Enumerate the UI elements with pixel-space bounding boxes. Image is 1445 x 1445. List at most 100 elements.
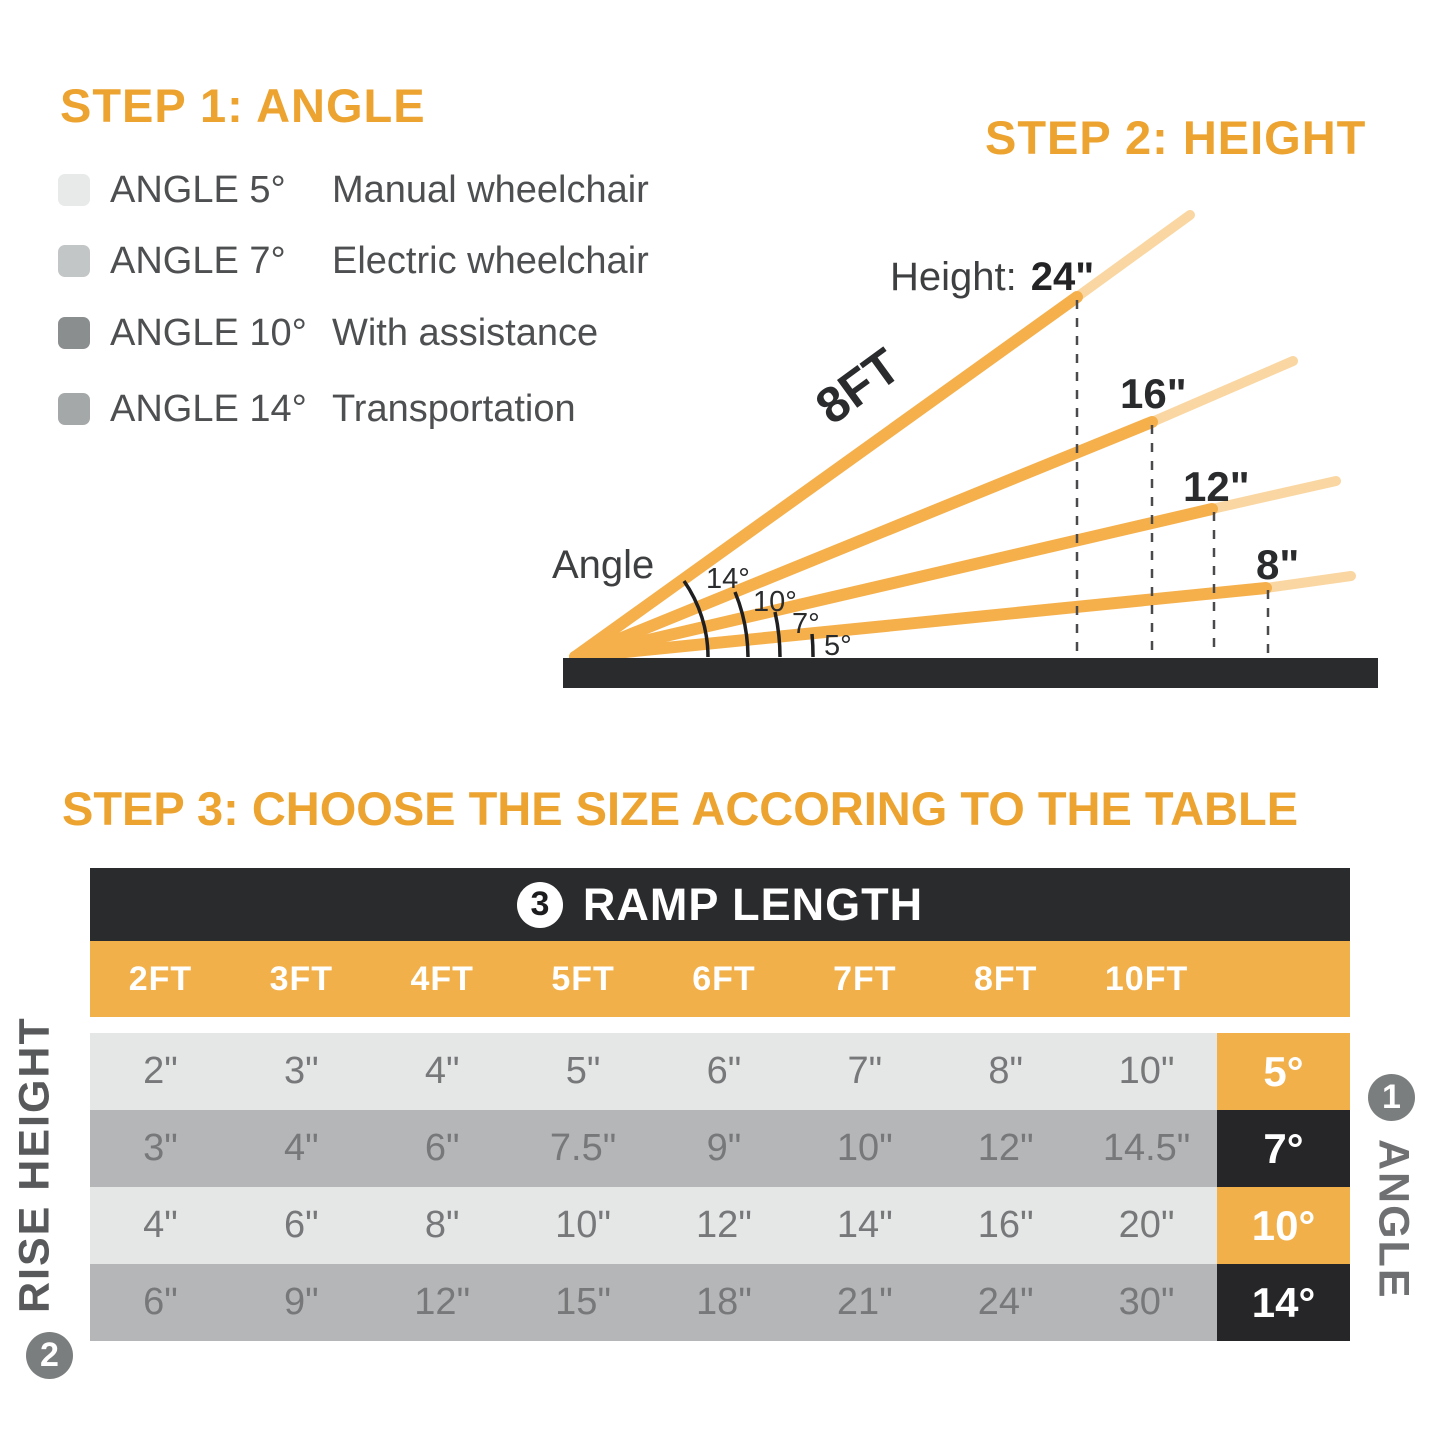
cell-7deg-2ft: 3" <box>143 1127 178 1169</box>
cell-5deg-4ft: 4" <box>424 1050 460 1092</box>
angle-label: Angle <box>552 543 654 587</box>
legend-item-angle-7: ANGLE 7° Electric wheelchair <box>58 240 649 282</box>
col-header-3ft: 3FT <box>269 959 334 998</box>
height-8-value: 8" <box>1256 541 1299 588</box>
angle-10-desc: With assistance <box>332 311 599 354</box>
col-header-5ft: 5FT <box>551 959 615 998</box>
ramp-line-14deg <box>569 291 1083 663</box>
cell-7deg-7ft: 10" <box>836 1127 893 1169</box>
cell-10deg-5ft: 10" <box>555 1204 611 1246</box>
angle-5-swatch <box>58 174 90 206</box>
ramp-line-5deg <box>569 582 1272 663</box>
step3-title: STEP 3: CHOOSE THE SIZE ACCORING TO THE … <box>62 782 1299 835</box>
arc-label-7: 7° <box>792 608 820 640</box>
arc-5deg <box>810 633 815 658</box>
col-header-10ft: 10FT <box>1104 959 1189 998</box>
angle-axis-label: ANGLE <box>1369 1138 1418 1300</box>
angle-7-label: ANGLE 7° <box>110 239 286 282</box>
cell-5deg-2ft: 2" <box>143 1050 178 1092</box>
cell-5deg-8ft: 8" <box>988 1050 1023 1092</box>
cell-10deg-7ft: 14" <box>836 1204 893 1246</box>
legend-item-angle-14: ANGLE 14° Transportation <box>58 388 576 430</box>
cell-14deg-7ft: 21" <box>836 1281 893 1323</box>
angle-14-swatch <box>58 393 90 425</box>
cell-14deg-6ft: 18" <box>696 1281 752 1323</box>
angle-10-label: ANGLE 10° <box>110 311 307 354</box>
cell-5deg-6ft: 6" <box>706 1050 742 1092</box>
height-12-value: 12" <box>1183 463 1250 510</box>
cell-7deg-4ft: 6" <box>424 1127 460 1169</box>
arc-10deg <box>733 591 750 658</box>
height-label: Height: 24" <box>890 255 1094 299</box>
table-header-bar: 3 RAMP LENGTH <box>90 868 1350 941</box>
table-row-7deg: 3" 4" 6" 7.5" 9" 10" 12" 14.5" 7° <box>90 1110 1350 1187</box>
cell-7deg-6ft: 9" <box>706 1127 742 1169</box>
height-16-value: 16" <box>1120 370 1187 417</box>
angle-cell-7deg: 7° <box>1217 1110 1350 1187</box>
ramp-line-10deg-extension <box>1147 356 1298 427</box>
badge-3-icon: 3 <box>516 881 563 928</box>
cell-10deg-2ft: 4" <box>143 1204 178 1246</box>
legend-item-angle-5: ANGLE 5° Manual wheelchair <box>58 169 649 211</box>
cell-5deg-5ft: 5" <box>565 1050 601 1092</box>
ramp-length-header: RAMP LENGTH <box>582 878 924 930</box>
cell-10deg-4ft: 8" <box>424 1204 460 1246</box>
table-row-5deg: 2" 3" 4" 5" 6" 7" 8" 10" 5° <box>90 1033 1350 1110</box>
ramp-size-table: 3 RAMP LENGTH 2FT 3FT 4FT 5FT 6FT 7FT 8F… <box>90 868 1350 1341</box>
angle-10-swatch <box>58 317 90 349</box>
arc-label-10: 10° <box>753 586 797 618</box>
cell-7deg-10ft: 14.5" <box>1102 1127 1191 1169</box>
column-header-row: 2FT 3FT 4FT 5FT 6FT 7FT 8FT 10FT <box>90 941 1350 1017</box>
cell-5deg-3ft: 3" <box>284 1050 319 1092</box>
ramp-line-7deg-extension <box>1207 476 1341 514</box>
cell-5deg-10ft: 10" <box>1118 1050 1175 1092</box>
col-header-8ft: 8FT <box>973 959 1038 998</box>
cell-14deg-8ft: 24" <box>977 1281 1034 1323</box>
arc-label-5: 5° <box>824 630 852 662</box>
ramp-angle-diagram: Height: 24" 16" 12" 8" 8FT Angle 14° 10° … <box>552 210 1378 688</box>
cell-14deg-3ft: 9" <box>284 1281 319 1323</box>
arc-label-14: 14° <box>706 563 750 595</box>
rise-height-axis-label: RISE HEIGHT <box>10 1016 59 1314</box>
col-header-7ft: 7FT <box>833 959 897 998</box>
badge-2-icon: 2 <box>26 1332 73 1379</box>
col-header-4ft: 4FT <box>410 959 474 998</box>
cell-10deg-10ft: 20" <box>1118 1204 1175 1246</box>
table-row-10deg: 4" 6" 8" 10" 12" 14" 16" 20" 10° <box>90 1187 1350 1264</box>
angle-cell-5deg: 5° <box>1217 1033 1350 1110</box>
ramp-line-10deg <box>569 416 1158 663</box>
cell-5deg-7ft: 7" <box>847 1050 883 1092</box>
angle-14-label: ANGLE 14° <box>110 387 307 430</box>
angle-cell-14deg: 14° <box>1217 1264 1350 1341</box>
height-24-value: 24" <box>1031 255 1094 299</box>
cell-10deg-6ft: 12" <box>696 1204 752 1246</box>
cell-14deg-10ft: 30" <box>1118 1281 1175 1323</box>
step1-title: STEP 1: ANGLE <box>60 79 426 132</box>
ramp-line-7deg <box>569 503 1218 663</box>
arc-14deg <box>682 579 710 658</box>
cell-14deg-2ft: 6" <box>143 1281 178 1323</box>
ground-bar <box>563 658 1378 688</box>
cell-7deg-3ft: 4" <box>284 1127 319 1169</box>
angle-7-desc: Electric wheelchair <box>332 239 649 282</box>
col-header-6ft: 6FT <box>692 959 756 998</box>
angle-5-desc: Manual wheelchair <box>332 168 649 211</box>
arc-7deg <box>773 611 782 658</box>
cell-7deg-8ft: 12" <box>977 1127 1034 1169</box>
cell-10deg-3ft: 6" <box>284 1204 319 1246</box>
angle-cell-10deg: 10° <box>1217 1187 1350 1264</box>
legend-item-angle-10: ANGLE 10° With assistance <box>58 312 598 354</box>
cell-14deg-4ft: 12" <box>414 1281 471 1323</box>
table-row-14deg: 6" 9" 12" 15" 18" 21" 24" 30" 14° <box>90 1264 1350 1341</box>
angle-7-swatch <box>58 245 90 277</box>
col-header-2ft: 2FT <box>128 959 193 998</box>
cell-7deg-5ft: 7.5" <box>549 1127 617 1169</box>
table-gap <box>90 1017 1350 1033</box>
cell-14deg-5ft: 15" <box>555 1281 611 1323</box>
cell-10deg-8ft: 16" <box>977 1204 1034 1246</box>
badge-1-icon: 1 <box>1368 1074 1415 1121</box>
angle-14-desc: Transportation <box>332 387 576 430</box>
angle-5-label: ANGLE 5° <box>110 168 286 211</box>
ramp-line-5deg-extension <box>1261 571 1356 593</box>
